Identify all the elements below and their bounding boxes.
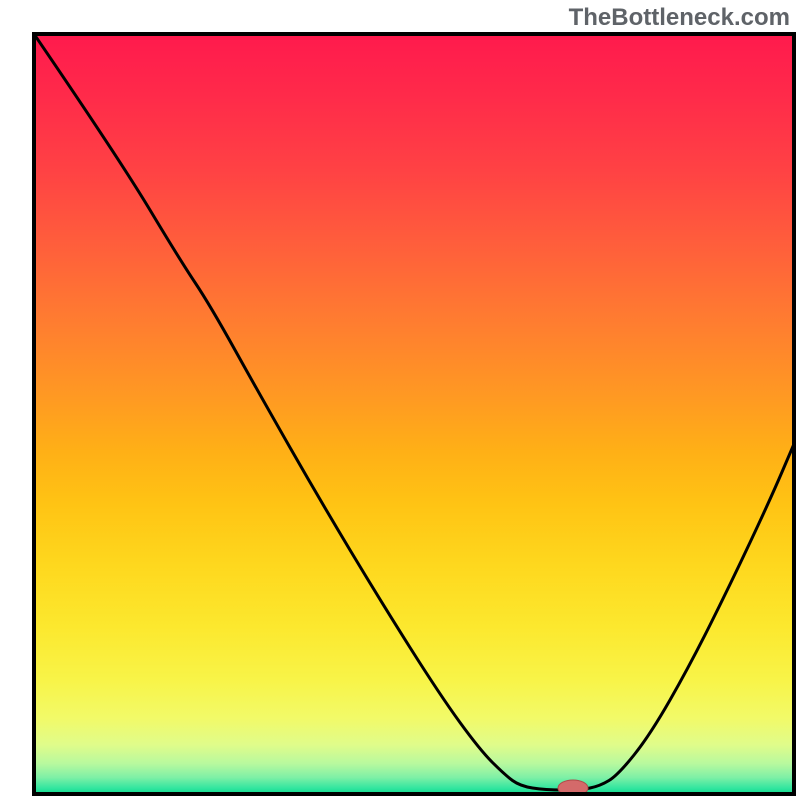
watermark-text: TheBottleneck.com [569,4,790,32]
bottleneck-chart [0,0,800,800]
chart-container: TheBottleneck.com [0,0,800,800]
